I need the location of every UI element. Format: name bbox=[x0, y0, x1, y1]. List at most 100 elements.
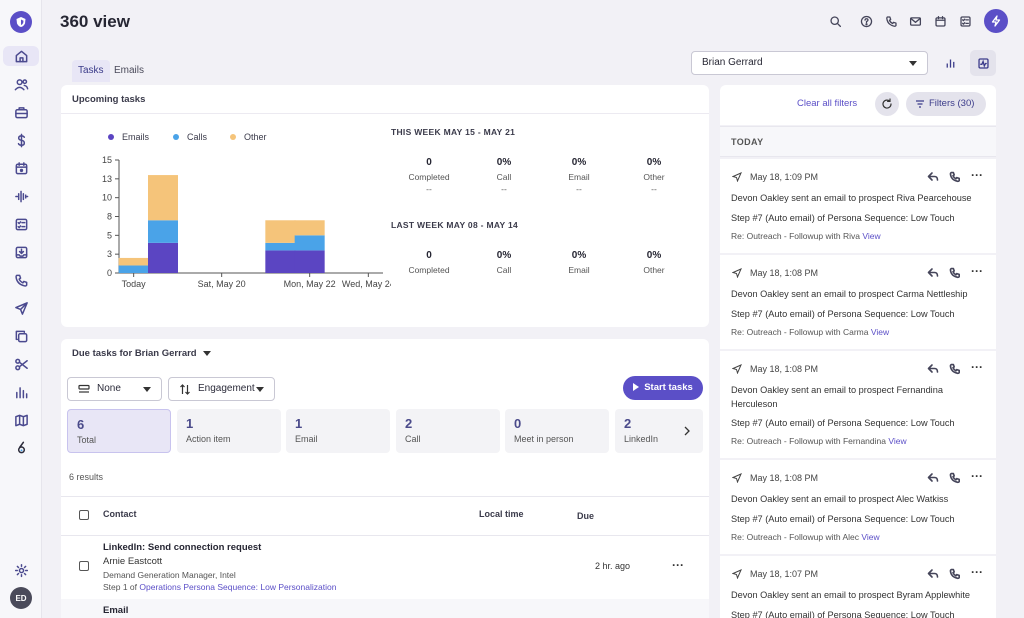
phone-icon bbox=[949, 363, 960, 375]
view-link[interactable]: View bbox=[862, 231, 881, 241]
activity-view-button[interactable] bbox=[970, 50, 996, 76]
table-row[interactable]: LinkedIn: Send connection request Arnie … bbox=[61, 536, 709, 599]
group-by-dropdown[interactable]: None bbox=[67, 377, 162, 401]
avatar[interactable]: ED bbox=[10, 587, 32, 609]
feed-item[interactable]: May 18, 1:08 PM ··· Devon Oakley sent an… bbox=[720, 460, 996, 554]
sidebar-item-snippets[interactable] bbox=[11, 354, 31, 374]
sidebar-item-map[interactable] bbox=[11, 410, 31, 430]
sidebar-item-calls[interactable] bbox=[11, 270, 31, 290]
sidebar-item-kaia[interactable] bbox=[11, 186, 31, 206]
y-tick-label: 13 bbox=[102, 174, 112, 184]
tab-tasks[interactable]: Tasks bbox=[72, 60, 110, 82]
tile-action-item[interactable]: 1 Action item bbox=[177, 409, 281, 453]
more-button[interactable]: ··· bbox=[971, 168, 983, 182]
call-button[interactable] bbox=[949, 171, 961, 183]
more-button[interactable]: ··· bbox=[971, 469, 983, 483]
stat-email-value: 0% bbox=[571, 157, 587, 168]
clear-filters-link[interactable]: Clear all filters bbox=[797, 98, 858, 109]
column-due[interactable]: Due bbox=[577, 511, 595, 521]
reply-button[interactable] bbox=[927, 363, 939, 375]
tile-linkedin[interactable]: 2 LinkedIn bbox=[615, 409, 703, 453]
feed-item[interactable]: May 18, 1:08 PM ··· Devon Oakley sent an… bbox=[720, 351, 996, 458]
select-all-checkbox[interactable] bbox=[79, 510, 89, 520]
search-button[interactable] bbox=[827, 13, 843, 29]
quick-actions-button[interactable] bbox=[984, 9, 1008, 33]
briefcase-icon bbox=[14, 106, 28, 118]
feed-subject: Re: Outreach - Followup with Carma View bbox=[731, 327, 889, 337]
chevron-right-icon[interactable] bbox=[683, 426, 691, 436]
feed-time: May 18, 1:08 PM bbox=[750, 364, 819, 374]
x-tick-label: Sat, May 20 bbox=[198, 279, 246, 289]
last-call-value: 0% bbox=[496, 250, 512, 261]
tile-total-label: Total bbox=[77, 435, 97, 445]
view-link[interactable]: View bbox=[861, 532, 880, 542]
contact-name[interactable]: Arnie Eastcott bbox=[103, 556, 163, 567]
row-more-button[interactable]: ··· bbox=[672, 558, 684, 572]
column-local-time[interactable]: Local time bbox=[479, 509, 524, 519]
feed-sequence[interactable]: Persona Sequence: Low Touch bbox=[827, 610, 955, 618]
more-button[interactable]: ··· bbox=[971, 264, 983, 278]
more-button[interactable]: ··· bbox=[971, 565, 983, 579]
sidebar-item-home[interactable] bbox=[3, 46, 39, 66]
call-button[interactable] bbox=[949, 568, 961, 580]
sort-by-dropdown[interactable]: Engagement bbox=[168, 377, 275, 401]
sidebar-item-deals[interactable] bbox=[11, 130, 31, 150]
view-link[interactable]: View bbox=[870, 327, 890, 337]
feed-summary: Devon Oakley sent an email to prospect R… bbox=[731, 193, 972, 203]
sidebar-item-accounts[interactable] bbox=[11, 102, 31, 122]
sidebar-item-sequences[interactable] bbox=[11, 298, 31, 318]
chart-view-button[interactable] bbox=[937, 50, 963, 76]
reply-button[interactable] bbox=[927, 171, 939, 183]
tab-emails[interactable]: Emails bbox=[114, 65, 145, 76]
more-button[interactable]: ··· bbox=[971, 360, 983, 374]
email-button[interactable] bbox=[907, 13, 923, 29]
refresh-button[interactable] bbox=[875, 92, 899, 116]
feed-sequence[interactable]: Persona Sequence: Low Touch bbox=[827, 418, 955, 428]
user-select[interactable]: Brian Gerrard bbox=[691, 51, 928, 75]
sidebar-item-templates[interactable] bbox=[11, 326, 31, 346]
tile-meet-label: Meet in person bbox=[514, 434, 574, 444]
task-title: Email bbox=[103, 605, 129, 616]
sidebar-item-inbox[interactable] bbox=[11, 242, 31, 262]
legend-emails: Emails bbox=[122, 132, 150, 142]
phone-button[interactable] bbox=[883, 13, 899, 29]
sidebar-item-settings[interactable] bbox=[11, 560, 31, 580]
sidebar-item-people[interactable] bbox=[11, 74, 31, 94]
sidebar-item-integration[interactable] bbox=[11, 437, 31, 457]
sort-by-value: Engagement bbox=[198, 383, 255, 394]
call-button[interactable] bbox=[949, 267, 961, 279]
tile-call-count: 2 bbox=[405, 416, 413, 431]
feed-sequence[interactable]: Persona Sequence: Low Touch bbox=[827, 213, 955, 223]
feed-item[interactable]: May 18, 1:07 PM ··· Devon Oakley sent an… bbox=[720, 556, 996, 618]
view-link[interactable]: View bbox=[888, 436, 907, 446]
tile-total[interactable]: 6 Total bbox=[67, 409, 171, 453]
reply-button[interactable] bbox=[927, 267, 939, 279]
reply-button[interactable] bbox=[927, 472, 939, 484]
sidebar-item-analytics[interactable] bbox=[11, 382, 31, 402]
calendar-button[interactable] bbox=[932, 13, 948, 29]
tile-meet-in-person[interactable]: 0 Meet in person bbox=[505, 409, 609, 453]
sidebar-item-tasks[interactable] bbox=[11, 214, 31, 234]
due-tasks-title[interactable]: Due tasks for Brian Gerrard bbox=[72, 348, 212, 359]
sidebar-item-calendar[interactable] bbox=[11, 158, 31, 178]
row-checkbox[interactable] bbox=[79, 561, 89, 571]
feed-sequence[interactable]: Persona Sequence: Low Touch bbox=[827, 514, 955, 524]
feed-item[interactable]: May 18, 1:08 PM ··· Devon Oakley sent an… bbox=[720, 255, 996, 349]
sequence-link[interactable]: Operations Persona Sequence: Low Persona… bbox=[139, 582, 337, 592]
filters-button[interactable]: Filters (30) bbox=[906, 92, 986, 116]
tile-call[interactable]: 2 Call bbox=[396, 409, 500, 453]
tasks-button[interactable] bbox=[957, 13, 973, 29]
column-contact[interactable]: Contact bbox=[103, 509, 137, 519]
table-row[interactable]: Email bbox=[61, 599, 709, 618]
app-logo[interactable] bbox=[10, 11, 32, 33]
call-button[interactable] bbox=[949, 472, 961, 484]
feed-item[interactable]: May 18, 1:09 PM ··· Devon Oakley sent an… bbox=[720, 159, 996, 253]
tile-email[interactable]: 1 Email bbox=[286, 409, 390, 453]
help-button[interactable] bbox=[858, 13, 874, 29]
start-tasks-button[interactable]: Start tasks bbox=[623, 376, 703, 400]
feed-step-prefix: Step #7 (Auto email) of bbox=[731, 213, 828, 223]
reply-button[interactable] bbox=[927, 568, 939, 580]
feed-sequence[interactable]: Persona Sequence: Low Touch bbox=[827, 309, 955, 319]
call-button[interactable] bbox=[949, 363, 961, 375]
page-title: 360 view bbox=[60, 12, 130, 31]
